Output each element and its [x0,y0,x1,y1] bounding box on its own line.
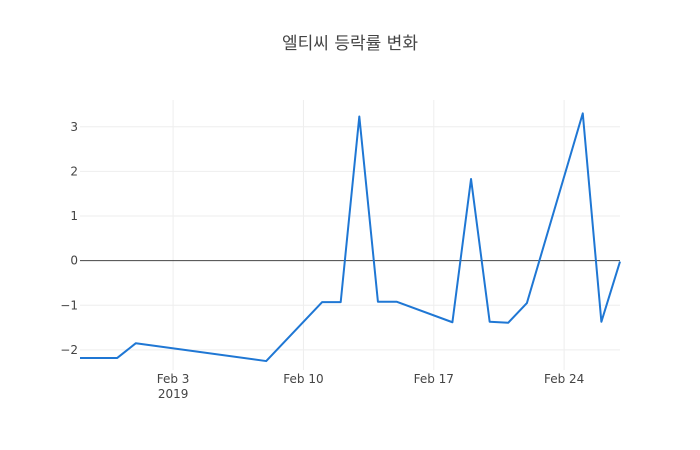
data-point[interactable] [375,299,381,305]
y-tick-label: 2 [70,164,78,178]
series [77,110,623,364]
data-point[interactable] [449,319,455,325]
y-tick-label: 0 [70,254,78,268]
data-point[interactable] [617,259,623,265]
series-line [80,113,620,361]
data-point[interactable] [505,320,511,326]
chart-title: 엘티씨 등락률 변화 [282,34,418,54]
grid [80,100,620,370]
data-point[interactable] [394,299,400,305]
data-point[interactable] [356,114,362,120]
y-tick-label: −2 [60,343,78,357]
data-point[interactable] [524,300,530,306]
data-point[interactable] [114,355,120,361]
y-tick-label: 1 [70,209,78,223]
data-point[interactable] [263,358,269,364]
x-tick-sublabel: 2019 [158,387,189,401]
data-point[interactable] [580,110,586,116]
data-point[interactable] [133,340,139,346]
x-tick-label: Feb 3 [157,372,190,386]
y-tick-label: −1 [60,298,78,312]
data-point[interactable] [598,319,604,325]
y-tick-label: 3 [70,120,78,134]
data-point[interactable] [487,319,493,325]
x-tick-label: Feb 24 [544,372,584,386]
data-point[interactable] [468,176,474,182]
data-point[interactable] [77,355,83,361]
data-point[interactable] [319,299,325,305]
data-point[interactable] [338,299,344,305]
x-tick-label: Feb 10 [283,372,323,386]
x-tick-label: Feb 17 [414,372,454,386]
